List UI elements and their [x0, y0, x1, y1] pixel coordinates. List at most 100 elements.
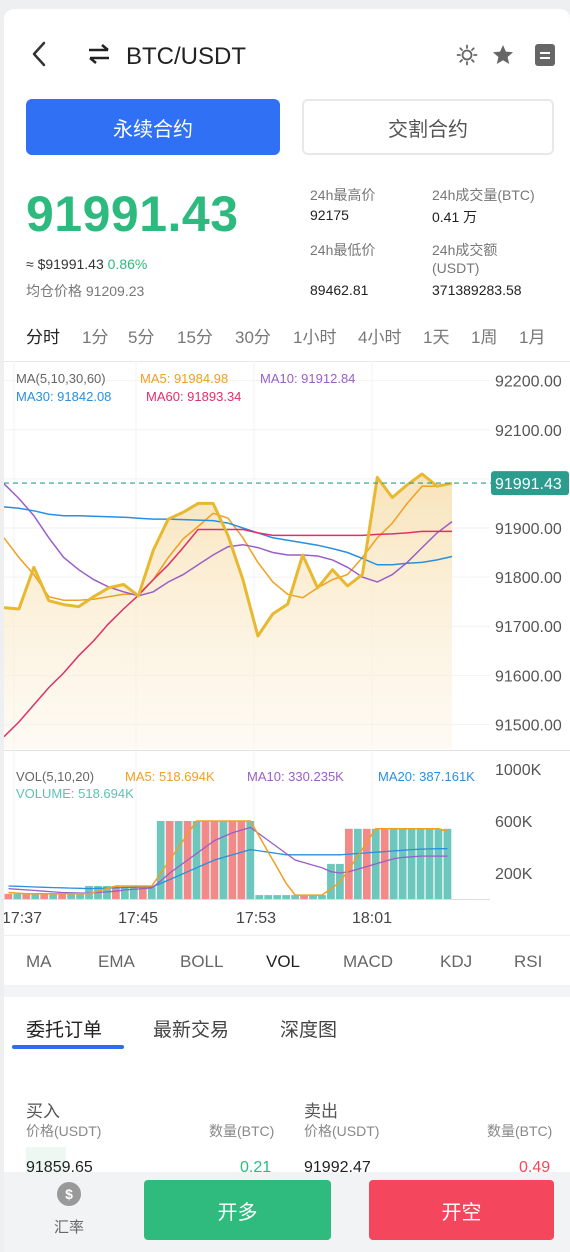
period-tab[interactable]: 1周 — [471, 328, 498, 347]
app-frame: BTC/USDT 永续合约 交割合约 91991.43 ≈ $91991.43 … — [4, 9, 570, 1252]
volume-bar — [264, 895, 273, 899]
volume-bar — [443, 828, 452, 899]
indicator-tab[interactable]: KDJ — [440, 952, 473, 971]
exchange-rate-button[interactable]: $ 汇率 — [44, 1182, 94, 1237]
price-plot: 91991.43 — [4, 471, 569, 749]
approx-usd: ≈ $91991.43 — [26, 256, 104, 272]
turnover-label: 24h成交额 — [432, 242, 498, 258]
volume-bar — [129, 886, 138, 899]
time-tick-label: 17:37 — [4, 910, 42, 927]
exchange-rate-label: 汇率 — [53, 1219, 84, 1236]
avg-price: 均仓价格 91209.23 — [26, 283, 145, 299]
volume-bar — [58, 893, 67, 899]
period-tab[interactable]: 1月 — [519, 328, 546, 347]
high-label: 24h最高价 — [310, 187, 376, 203]
period-tab[interactable]: 1天 — [423, 328, 450, 347]
theme-sun-icon[interactable] — [454, 42, 480, 68]
time-tick-label: 17:45 — [118, 910, 158, 927]
tab-delivery[interactable]: 交割合约 — [302, 99, 554, 155]
buy-row-qty: 0.21 — [240, 1159, 272, 1176]
price-tick-label: 92200.00 — [495, 374, 562, 391]
tab-depth-chart[interactable]: 深度图 — [280, 1020, 338, 1041]
current-price-label: 91991.43 — [495, 476, 562, 493]
indicator-tab[interactable]: BOLL — [180, 952, 224, 971]
sell-row-price[interactable]: 91992.47 — [304, 1159, 371, 1176]
vma5-legend: MA5: 518.694K — [125, 769, 215, 784]
time-tick-label: 18:01 — [352, 910, 392, 927]
buy-row-price[interactable]: 91859.65 — [26, 1159, 93, 1176]
vma10-legend: MA10: 330.235K — [247, 769, 344, 784]
period-tab[interactable]: 分时 — [26, 328, 60, 347]
ma30-legend: MA30: 91842.08 — [16, 389, 111, 404]
volume-bar — [425, 828, 434, 899]
favorite-star-icon[interactable] — [490, 42, 516, 68]
indicator-tab[interactable]: RSI — [514, 952, 543, 971]
price-tick-label: 91800.00 — [495, 570, 562, 587]
price-tick-label: 91600.00 — [495, 668, 562, 685]
volume-tick-label: 1000K — [495, 762, 542, 779]
period-tab[interactable]: 15分 — [177, 328, 213, 347]
volume-plot — [4, 820, 452, 899]
volume-bar — [67, 893, 75, 899]
vma20-line — [8, 848, 448, 890]
tab-orders[interactable]: 委托订单 — [26, 1020, 103, 1041]
volume-bar — [112, 886, 120, 899]
ma-params-legend: MA(5,10,30,60) — [16, 371, 106, 386]
volume-legend: VOLUME: 518.694K — [16, 786, 134, 801]
volume-bar — [147, 886, 156, 899]
price-area — [4, 474, 452, 749]
buy-qty-header: 数量(BTC) — [209, 1123, 275, 1139]
volume-bar — [13, 893, 22, 899]
vma10-line — [8, 826, 448, 894]
period-tab[interactable]: 4小时 — [358, 328, 402, 347]
last-price: 91991.43 — [26, 186, 239, 242]
volume-bar — [327, 863, 335, 899]
volume-bar — [434, 828, 443, 899]
top-bar: BTC/USDT — [4, 9, 570, 99]
indicator-tab[interactable]: MACD — [343, 952, 394, 971]
indicator-tab[interactable]: MA — [26, 952, 52, 971]
ma5-line — [4, 482, 453, 601]
open-short-button[interactable]: 开空 — [369, 1180, 554, 1240]
volume-bar — [273, 895, 282, 899]
tab-latest-trades[interactable]: 最新交易 — [153, 1020, 230, 1041]
volume-bar — [237, 821, 246, 899]
volume-bar — [407, 828, 416, 899]
indicator-tab[interactable]: VOL — [266, 952, 301, 971]
swap-icon[interactable] — [84, 41, 114, 67]
volume-bar — [192, 821, 201, 899]
volume-bar — [76, 893, 84, 899]
period-tab[interactable]: 5分 — [128, 328, 155, 347]
volume-bar — [174, 821, 183, 899]
open-long-button[interactable]: 开多 — [144, 1180, 331, 1240]
volume-bar — [228, 821, 237, 899]
volume-bar — [4, 893, 13, 899]
period-tab[interactable]: 30分 — [235, 328, 271, 347]
volume-bar — [40, 893, 49, 899]
price-axis: 92200.0092100.0092000.0091900.0091800.00… — [495, 374, 562, 735]
volume-bar — [300, 895, 308, 899]
volume-bar — [201, 821, 210, 899]
tab-perpetual[interactable]: 永续合约 — [26, 99, 280, 155]
period-tab[interactable]: 1分 — [82, 328, 109, 347]
bottom-action-bar: $ 汇率 开多 开空 — [4, 1172, 570, 1252]
volume-axis: 1000K 600K 200K — [495, 762, 542, 883]
volume-bar — [380, 828, 389, 899]
time-tick-label: 17:53 — [236, 910, 276, 927]
volume-bar — [255, 895, 264, 899]
volume-bar — [282, 895, 291, 899]
volume-bar — [353, 828, 362, 899]
current-price-tag — [491, 471, 569, 496]
period-tab[interactable]: 1小时 — [293, 328, 337, 347]
indicator-tab[interactable]: EMA — [98, 952, 135, 971]
vol-params-legend: VOL(5,10,20) — [16, 769, 94, 784]
change-percent: 0.86% — [107, 256, 148, 272]
document-icon[interactable] — [533, 42, 557, 68]
dollar-coin-icon: $ — [57, 1182, 81, 1206]
volume-tick-label: 200K — [495, 866, 533, 883]
back-icon[interactable] — [24, 39, 54, 69]
price-tick-label: 91500.00 — [495, 717, 562, 734]
volume-bar — [389, 828, 398, 899]
kline-chart[interactable]: MA(5,10,30,60) MA5: 91984.98 MA10: 91912… — [4, 361, 570, 935]
ma60-legend: MA60: 91893.34 — [146, 389, 241, 404]
